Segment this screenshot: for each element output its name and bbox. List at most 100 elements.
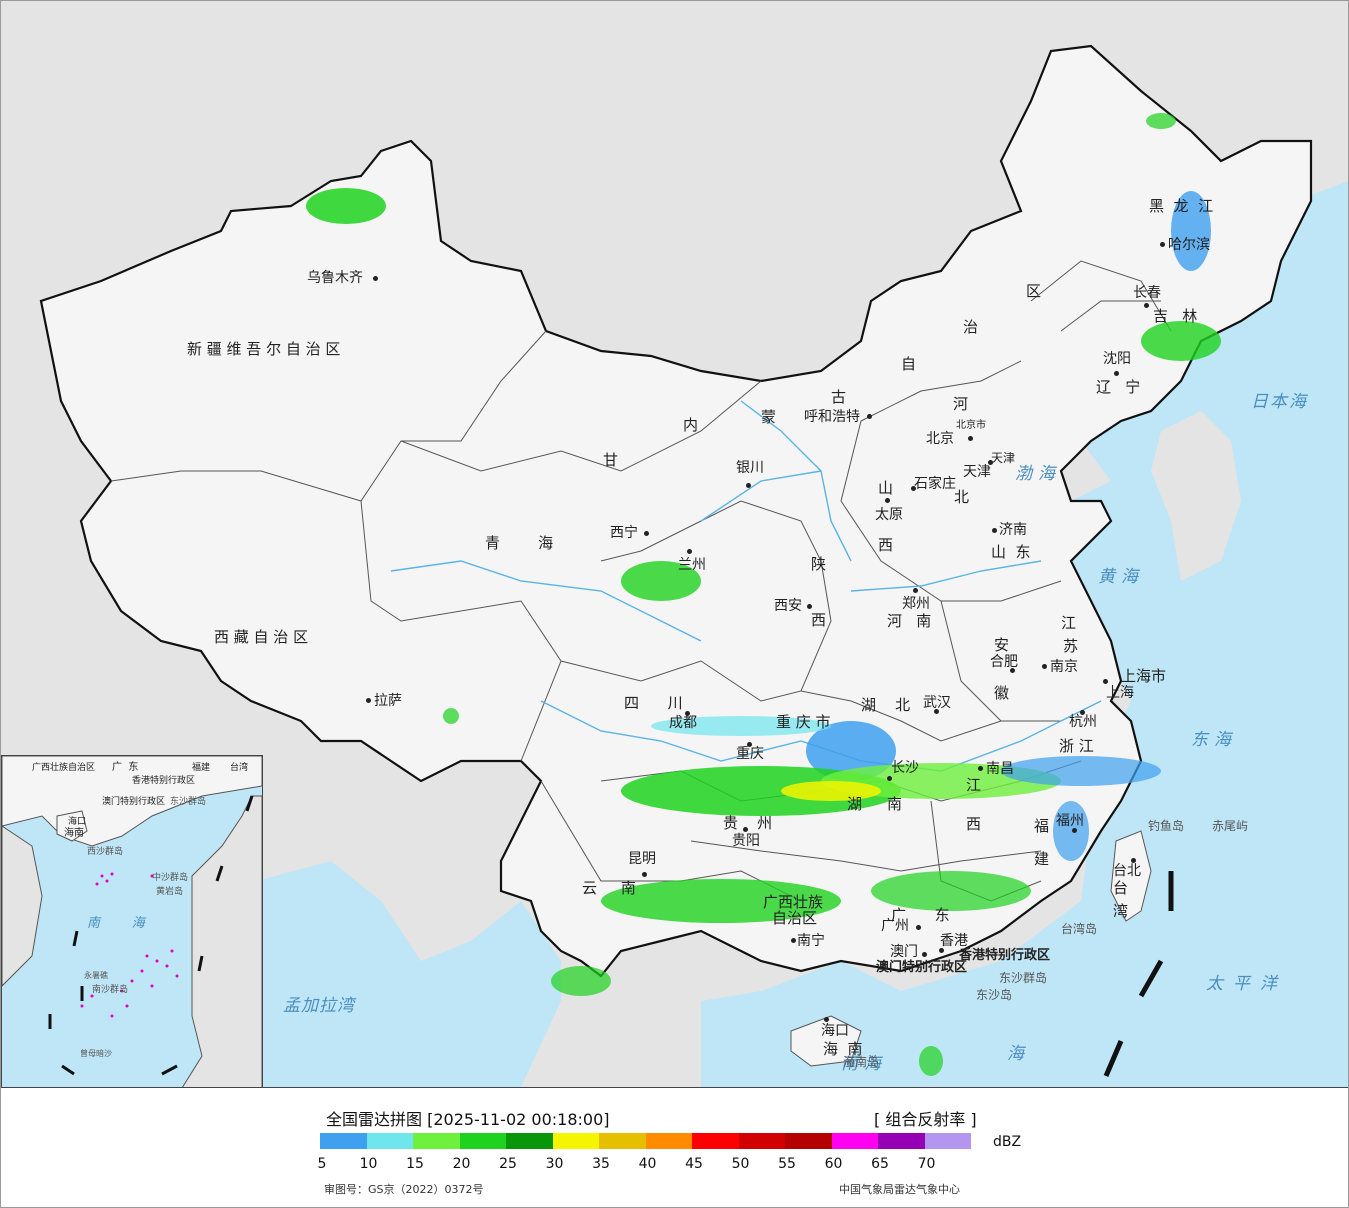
city-dot xyxy=(992,528,997,533)
province-label-xinjiang: 新 疆 维 吾 尔 自 治 区 xyxy=(187,340,341,358)
island-hainandao: 海南岛 xyxy=(843,1055,880,1069)
city-dot xyxy=(687,549,692,554)
province-label-neimenggu-zhi: 治 xyxy=(963,318,979,336)
south-china-sea-inset: 广西壮族自治区 广 东 福建 台湾 香港特别行政区 澳门特别行政区 东沙群岛 海… xyxy=(1,755,263,1087)
province-label-qinghai: 青 海 xyxy=(485,534,554,552)
city-dot xyxy=(867,414,872,419)
city-dot xyxy=(1114,371,1119,376)
city-dot xyxy=(747,742,752,747)
province-label-guangxi-1: 广西壮族 xyxy=(763,893,824,911)
scale-tick-label: 35 xyxy=(592,1156,610,1172)
inset-map xyxy=(2,756,262,1087)
city-hongkong: 香港 xyxy=(940,933,968,949)
province-borders xyxy=(110,260,1172,902)
color-swatch xyxy=(924,1133,971,1149)
inset-label-huangyan: 黄岩岛 xyxy=(156,887,184,897)
inset-label-guangxi: 广西壮族自治区 xyxy=(32,763,96,773)
city-dot xyxy=(1072,828,1077,833)
hainan-island xyxy=(790,1015,862,1067)
inset-label-hk: 香港特别行政区 xyxy=(132,776,196,786)
color-swatch xyxy=(459,1133,506,1149)
city-dot xyxy=(791,938,796,943)
province-label-hubei: 湖 北 xyxy=(861,696,911,714)
province-label-jilin: 吉 林 xyxy=(1153,307,1198,325)
scale-tick-label: 40 xyxy=(638,1156,657,1172)
city-chengdu: 成都 xyxy=(669,715,697,731)
province-label-shaanxi-shan: 陕 xyxy=(811,555,827,573)
city-shanghai: 上海 xyxy=(1106,685,1134,701)
province-label-fujian-fu: 福 xyxy=(1034,817,1050,835)
color-swatch xyxy=(552,1133,599,1149)
island-dongsha-qundao: 东沙群岛 xyxy=(999,971,1048,985)
inset-label-haikou: 海口 xyxy=(68,817,87,827)
city-dot xyxy=(1131,858,1136,863)
city-macau: 澳门 xyxy=(890,944,918,960)
province-label-beijing: 北京市 xyxy=(956,420,986,431)
province-label-henan: 河 南 xyxy=(887,612,932,630)
city-dot xyxy=(1010,668,1015,673)
rivers xyxy=(390,400,1102,772)
sea-nanhai: 南海 xyxy=(841,1054,887,1074)
color-swatch xyxy=(645,1133,692,1149)
city-dot xyxy=(746,483,751,488)
province-label-jiangsu-jiang: 江 xyxy=(1061,614,1077,632)
city-dot xyxy=(887,776,892,781)
color-swatch xyxy=(738,1133,785,1149)
city-dot xyxy=(366,698,371,703)
map-area[interactable]: 新 疆 维 吾 尔 自 治 区 西 藏 自 治 区 青 海 甘 内 蒙 古 自 … xyxy=(1,1,1348,1088)
scale-tick-label: 30 xyxy=(545,1156,564,1172)
city-dot xyxy=(807,604,812,609)
province-label-shanxi-xi: 西 xyxy=(878,536,894,554)
city-tianjin: 天津 xyxy=(963,464,991,480)
city-dot xyxy=(939,948,944,953)
legend: 全国雷达拼图 [2025-11-02 00:18:00] [ 组合反射率 ] 5… xyxy=(1,1088,1348,1207)
city-hangzhou: 杭州 xyxy=(1069,714,1097,730)
scale-tick-label: 15 xyxy=(406,1156,424,1172)
city-beijing: 北京 xyxy=(926,431,954,447)
city-dot xyxy=(824,1017,829,1022)
city-changsha: 长沙 xyxy=(891,760,919,776)
city-haikou: 海口 xyxy=(821,1023,849,1039)
sea-mengjialawan: 孟加拉湾 xyxy=(283,996,355,1016)
scale-tick-label: 60 xyxy=(824,1156,843,1172)
province-label-taiwan-tai: 台 xyxy=(1113,879,1129,897)
source-credit: 中国气象局雷达气象中心 xyxy=(839,1183,960,1196)
city-nanchang: 南昌 xyxy=(986,761,1014,777)
island-taiwandao: 台湾岛 xyxy=(1061,922,1098,936)
city-dot xyxy=(743,827,748,832)
inset-label-zengmu: 曾母暗沙 xyxy=(80,1049,112,1058)
scale-tick-label: 45 xyxy=(685,1156,703,1172)
sea-ribenhai: 日本海 xyxy=(1251,392,1308,412)
city-hohhot: 呼和浩特 xyxy=(804,409,860,425)
city-fuzhou: 福州 xyxy=(1056,813,1084,829)
scale-tick-label: 5 xyxy=(317,1156,327,1172)
province-label-neimenggu-nei: 内 xyxy=(683,416,699,434)
province-label-hainan: 海 南 xyxy=(823,1040,863,1058)
city-dot xyxy=(978,766,983,771)
city-harbin: 哈尔滨 xyxy=(1168,237,1210,253)
scale-tick-label: 65 xyxy=(871,1156,889,1172)
province-label-sichuan: 四 川 xyxy=(624,694,683,712)
city-lhasa: 拉萨 xyxy=(374,693,402,709)
legend-title: 全国雷达拼图 [2025-11-02 00:18:00] xyxy=(326,1110,610,1129)
province-label-guizhou: 贵 州 xyxy=(723,814,773,832)
city-dot xyxy=(934,709,939,714)
province-label-zhejiang: 浙 江 xyxy=(1059,737,1094,755)
province-label-neimenggu-zi: 自 xyxy=(901,355,917,373)
province-label-shanghai: 上海市 xyxy=(1121,667,1167,685)
inset-label-hainan: 海南 xyxy=(64,828,84,839)
city-shenyang: 沈阳 xyxy=(1103,351,1131,367)
korea-land xyxy=(1151,411,1241,581)
inset-label-nanhai: 南 海 xyxy=(87,916,146,931)
city-dot xyxy=(1160,242,1165,247)
province-label-hebei-bei: 北 xyxy=(954,488,970,506)
city-urumqi: 乌鲁木齐 xyxy=(307,270,363,286)
inset-label-macau: 澳门特别行政区 xyxy=(102,797,166,807)
inset-label-taiwan: 台湾 xyxy=(230,763,249,773)
radar-echoes xyxy=(306,113,1221,1076)
city-dot xyxy=(916,925,921,930)
city-dot xyxy=(913,588,918,593)
inset-label-dongsha: 东沙群岛 xyxy=(170,797,207,807)
sea-huanghai: 黄海 xyxy=(1098,567,1144,587)
color-scale-bar xyxy=(320,1133,971,1149)
